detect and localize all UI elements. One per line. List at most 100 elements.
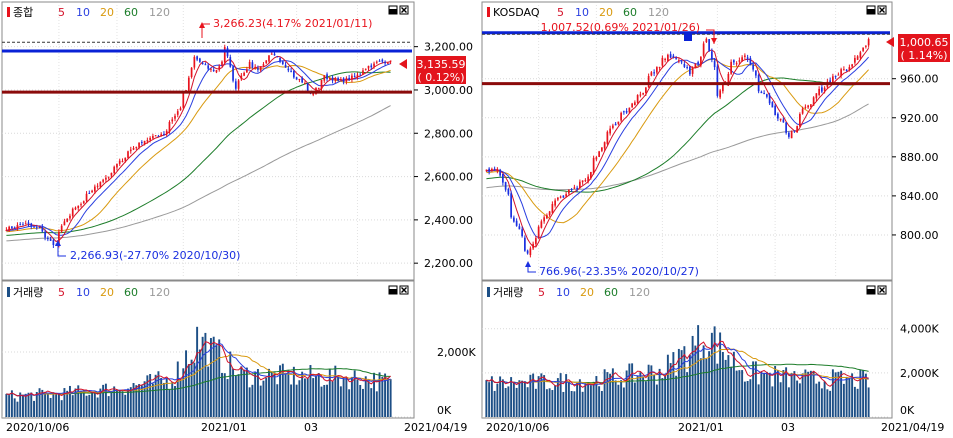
kosdaq-moving-averages [486, 47, 870, 248]
volume-bar [523, 381, 526, 417]
candle-body [171, 119, 174, 122]
candle-body [540, 221, 543, 228]
volume-bar [598, 386, 601, 417]
candle-body [653, 72, 655, 74]
kospi-x-axis: 2020/10/06 2021/01 03 2021/04/19 [2, 417, 467, 434]
volume-bar [576, 382, 579, 417]
volume-tick-label: 2,000K [900, 367, 939, 380]
kosdaq-legend: KOSDAQ 5 10 20 60 120 [487, 6, 669, 19]
legend-ma120: 120 [648, 6, 669, 19]
ma10-line [6, 60, 391, 236]
volume-bar [581, 391, 584, 417]
volume-bar [534, 388, 537, 417]
volume-bar [38, 388, 41, 417]
volume-bar [501, 379, 504, 417]
volume-bar [694, 345, 697, 417]
candle-body [13, 227, 16, 229]
volume-bar [529, 374, 532, 417]
volume-bar [44, 391, 47, 417]
candle-body [384, 61, 386, 64]
candle-body [639, 94, 642, 96]
candle-body [378, 60, 381, 62]
candle-body [243, 72, 245, 76]
volume-bar [339, 386, 342, 417]
candle-body [60, 225, 63, 232]
candle-body [669, 54, 672, 58]
volume-bar [548, 388, 551, 417]
candle-body [851, 64, 853, 67]
candle-body [5, 230, 8, 232]
close-icon-x [879, 7, 885, 13]
volume-bar [140, 385, 143, 417]
volume-bar [823, 381, 826, 417]
volume-bar [765, 371, 768, 417]
volume-bar [74, 388, 77, 417]
volume-bar [162, 382, 165, 417]
kosdaq-level-lines [482, 31, 890, 86]
legend-ma10: 10 [575, 6, 589, 19]
volume-bar [362, 388, 364, 417]
candle-body [771, 102, 774, 108]
volume-bar [16, 401, 19, 417]
volume-bar [262, 380, 265, 417]
volume-bar [647, 364, 650, 417]
candle-body [601, 147, 603, 151]
candle-body [251, 62, 254, 68]
volume-bar [60, 400, 63, 417]
kospi-candles [5, 44, 392, 248]
x-tick-mar: 03 [304, 421, 318, 434]
volume-bar [771, 386, 774, 417]
volume-bar [375, 391, 378, 417]
volume-bar [115, 389, 118, 417]
candle-body [129, 149, 132, 152]
candle-body [44, 231, 46, 238]
volume-bar [356, 379, 359, 417]
candle-body [845, 69, 848, 71]
candle-body [766, 94, 768, 97]
volume-bar [705, 358, 708, 417]
volume-bar [851, 373, 854, 417]
restore-icon-fill [867, 9, 875, 14]
kosdaq-volume-axis: 4,000K 2,000K 0K [900, 323, 939, 417]
volume-bar [672, 352, 675, 417]
legend-ma60: 60 [623, 6, 637, 19]
volume-bar [143, 381, 146, 417]
volume-bar [312, 378, 315, 417]
candle-body [763, 93, 765, 95]
volume-bar [41, 389, 44, 417]
candle-body [16, 224, 19, 229]
candle-body [859, 52, 862, 58]
candle-body [102, 179, 104, 182]
candle-body [348, 77, 351, 80]
volume-bar [746, 381, 749, 417]
volume-bar [691, 335, 694, 417]
candle-body [535, 238, 537, 244]
x-tick-end: 2021/04/19 [404, 421, 467, 434]
volume-bar [102, 384, 105, 417]
candle-body [52, 240, 55, 246]
candle-body [160, 134, 163, 137]
candle-body [306, 83, 309, 92]
volume-bar [760, 371, 763, 417]
volume-bar [804, 369, 807, 417]
volume-bar [793, 371, 796, 417]
price-tick-label: 880.00 [900, 151, 939, 164]
candle-body [755, 70, 757, 76]
volume-bar [19, 392, 22, 417]
candle-body [518, 226, 521, 230]
price-tick-label: 3,000.00 [424, 84, 473, 97]
kospi-low-arrow-icon [55, 240, 61, 246]
candle-body [752, 64, 754, 70]
volume-bar [132, 383, 135, 417]
volume-bar [735, 370, 738, 417]
legend-ma5: 5 [557, 6, 564, 19]
candle-body [499, 169, 501, 176]
volume-bar [303, 378, 306, 417]
candle-body [620, 112, 622, 121]
price-tick-label: 2,400.00 [424, 214, 473, 227]
volume-bar [185, 350, 188, 417]
volume-bar [237, 374, 240, 417]
kosdaq-level-handle-icon[interactable] [684, 33, 692, 41]
candle-body [543, 217, 545, 222]
candle-body [58, 231, 60, 246]
